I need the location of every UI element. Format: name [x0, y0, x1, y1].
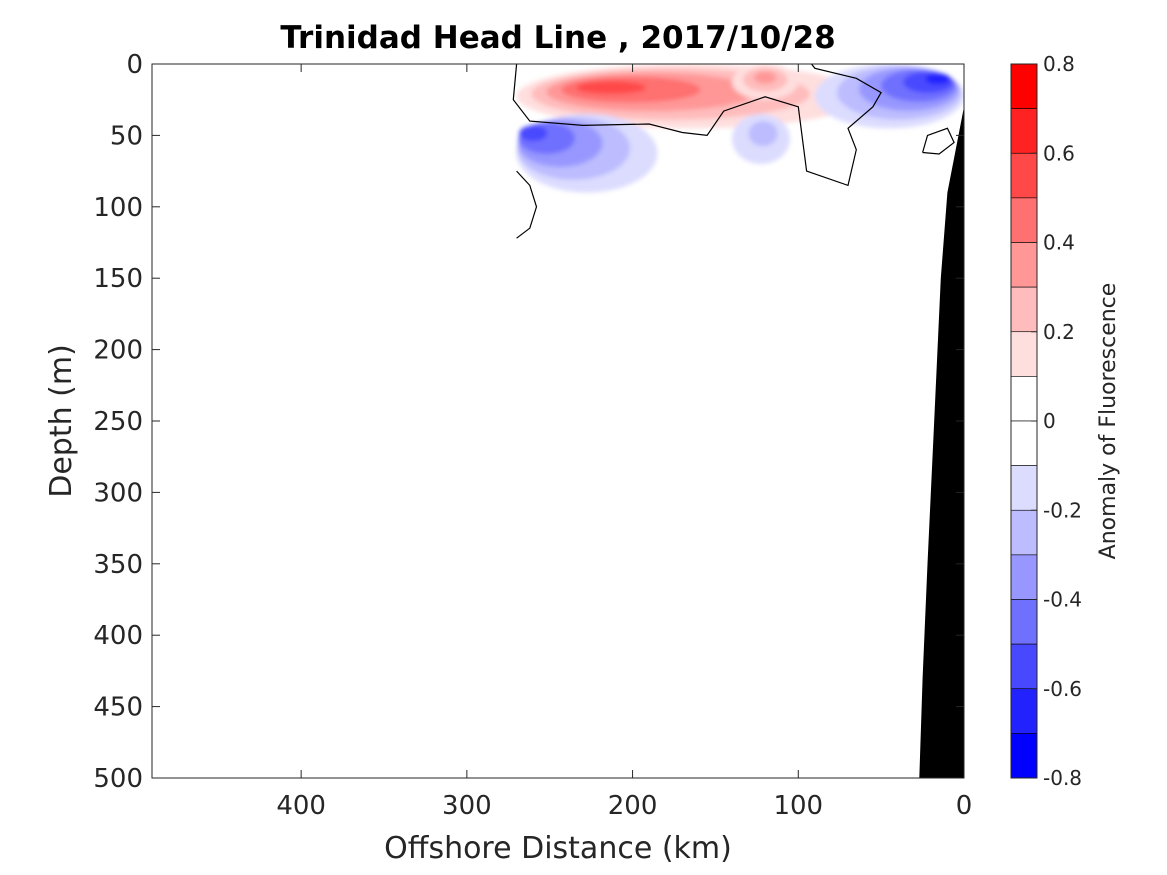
colorbar-tick-label: -0.6 — [1043, 677, 1082, 701]
anomaly-nearshore-negative-level-6 — [925, 73, 951, 85]
colorbar-tick-label: 0.4 — [1043, 231, 1075, 255]
x-axis: 400 300 200 100 0 — [276, 64, 972, 821]
colorbar-tick-label: -0.8 — [1043, 766, 1082, 790]
colorbar-segment — [1010, 643, 1038, 690]
y-tick-label: 150 — [93, 264, 143, 294]
x-tick-label: 400 — [276, 791, 326, 821]
anomaly-subsurface-negative-band-level-5 — [519, 125, 548, 142]
colorbar-segment — [1010, 733, 1038, 779]
x-tick-label: 300 — [442, 791, 492, 821]
nearshore-zero-loop — [922, 127, 955, 155]
y-tick-label: 200 — [93, 336, 143, 366]
bathymetry — [919, 106, 964, 778]
anomaly-positive-core-120km-level-3 — [754, 71, 777, 84]
y-axis: 0 50 100 150 200 250 300 350 400 450 500 — [93, 50, 964, 794]
y-axis-label: Depth (m) — [44, 344, 79, 498]
zero-contours — [512, 64, 955, 239]
y-tick-label: 300 — [93, 478, 143, 508]
bathymetry-wedge — [919, 106, 964, 778]
colorbar-tick-label: 0.6 — [1043, 141, 1075, 165]
anomaly-surface-positive-band-level-5 — [576, 81, 646, 94]
y-tick-label: 400 — [93, 621, 143, 651]
colorbar-segment — [1010, 420, 1038, 466]
anomaly-regions — [516, 64, 964, 193]
colorbar-segment — [1010, 108, 1038, 154]
colorbar-tick-label: -0.2 — [1043, 498, 1082, 522]
y-tick-label: 450 — [93, 693, 143, 723]
colorbar-segment — [1010, 554, 1038, 600]
colorbar-tick-label: 0 — [1043, 409, 1056, 433]
colorbar-tick-label: -0.4 — [1043, 588, 1082, 612]
main-zero-contour — [512, 64, 882, 187]
colorbar-segment — [1010, 376, 1038, 422]
y-tick-label: 50 — [110, 121, 143, 151]
chart-title: Trinidad Head Line , 2017/10/28 — [280, 20, 835, 56]
colorbar-segment — [1010, 152, 1038, 199]
colorbar-tick-label: 0.2 — [1043, 320, 1075, 344]
colorbar-segment — [1010, 242, 1038, 288]
colorbar-segment — [1010, 331, 1038, 377]
x-axis-label: Offshore Distance (km) — [384, 831, 732, 866]
y-tick-label: 0 — [126, 50, 143, 80]
x-tick-label: 0 — [956, 791, 973, 821]
colorbar: 0.8 0.6 0.4 0.2 0 -0.2 -0.4 -0.6 -0.8 — [1010, 52, 1082, 790]
x-tick-label: 200 — [608, 791, 658, 821]
y-tick-label: 500 — [93, 764, 143, 794]
anomaly-negative-patch-120km-level-2 — [748, 121, 778, 147]
colorbar-segment — [1010, 286, 1038, 333]
y-tick-label: 250 — [93, 407, 143, 437]
colorbar-label: Anomaly of Fluorescence — [1096, 283, 1121, 560]
colorbar-segment — [1010, 509, 1038, 556]
colorbar-segment — [1010, 465, 1038, 511]
y-tick-label: 100 — [93, 193, 143, 223]
colorbar-segment — [1010, 63, 1038, 109]
colorbar-tick-label: 0.8 — [1043, 52, 1075, 76]
offshore-zero-contour — [516, 170, 538, 239]
colorbar-segment — [1010, 599, 1038, 645]
y-tick-label: 350 — [93, 550, 143, 580]
x-tick-label: 100 — [773, 791, 823, 821]
colorbar-segment — [1010, 688, 1038, 734]
colorbar-segment — [1010, 197, 1038, 243]
